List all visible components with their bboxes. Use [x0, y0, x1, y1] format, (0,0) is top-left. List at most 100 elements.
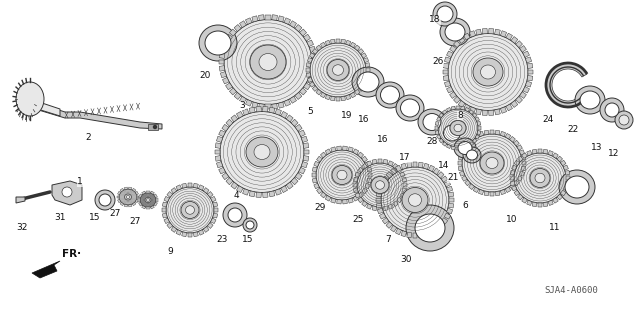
Polygon shape	[300, 29, 307, 36]
Polygon shape	[436, 135, 441, 139]
Polygon shape	[465, 144, 470, 149]
Polygon shape	[436, 117, 441, 121]
Polygon shape	[259, 15, 264, 20]
Polygon shape	[361, 82, 367, 87]
Polygon shape	[193, 232, 198, 237]
Polygon shape	[231, 115, 238, 122]
Circle shape	[99, 194, 111, 206]
Polygon shape	[543, 202, 548, 207]
Polygon shape	[382, 176, 389, 182]
Polygon shape	[510, 176, 514, 180]
Ellipse shape	[480, 152, 504, 174]
Ellipse shape	[332, 166, 352, 184]
Polygon shape	[367, 204, 372, 209]
Polygon shape	[523, 86, 529, 93]
Ellipse shape	[199, 25, 237, 61]
Polygon shape	[312, 167, 317, 172]
Polygon shape	[511, 100, 518, 108]
Polygon shape	[141, 205, 145, 209]
Polygon shape	[278, 102, 284, 108]
Polygon shape	[438, 222, 444, 228]
Polygon shape	[249, 191, 255, 197]
Polygon shape	[510, 170, 515, 175]
Text: 15: 15	[89, 213, 100, 222]
Polygon shape	[447, 208, 452, 214]
Polygon shape	[117, 196, 119, 198]
Polygon shape	[513, 180, 519, 186]
Polygon shape	[376, 198, 381, 202]
Polygon shape	[518, 194, 523, 200]
Polygon shape	[132, 188, 136, 192]
Polygon shape	[469, 31, 476, 37]
Polygon shape	[220, 46, 227, 52]
Polygon shape	[325, 149, 331, 154]
Polygon shape	[307, 78, 314, 84]
Ellipse shape	[423, 114, 441, 130]
Polygon shape	[211, 218, 216, 224]
Polygon shape	[147, 191, 150, 193]
Polygon shape	[284, 100, 291, 106]
Ellipse shape	[458, 142, 472, 154]
Polygon shape	[330, 39, 335, 44]
Text: 21: 21	[447, 174, 459, 182]
Polygon shape	[364, 58, 369, 63]
Polygon shape	[317, 188, 323, 194]
Polygon shape	[311, 53, 317, 58]
Polygon shape	[380, 213, 386, 219]
Polygon shape	[272, 104, 277, 109]
Polygon shape	[447, 51, 453, 57]
Polygon shape	[226, 119, 233, 126]
Text: 23: 23	[216, 235, 228, 244]
Polygon shape	[223, 78, 229, 84]
Polygon shape	[461, 145, 467, 150]
Polygon shape	[413, 233, 417, 238]
Polygon shape	[213, 213, 218, 218]
Polygon shape	[386, 222, 392, 228]
Polygon shape	[400, 193, 405, 198]
Text: 27: 27	[109, 209, 121, 218]
Polygon shape	[295, 173, 302, 180]
Polygon shape	[518, 156, 523, 162]
Polygon shape	[236, 186, 243, 193]
Polygon shape	[488, 110, 493, 115]
Polygon shape	[458, 100, 465, 108]
Polygon shape	[441, 176, 448, 182]
Polygon shape	[483, 110, 488, 115]
Polygon shape	[216, 136, 223, 142]
Polygon shape	[475, 135, 479, 139]
Polygon shape	[262, 107, 268, 112]
Ellipse shape	[205, 31, 231, 55]
Polygon shape	[439, 113, 444, 117]
Polygon shape	[239, 96, 246, 103]
Polygon shape	[171, 226, 177, 232]
Polygon shape	[563, 165, 568, 170]
Circle shape	[243, 218, 257, 232]
Polygon shape	[337, 146, 342, 151]
Polygon shape	[164, 197, 170, 202]
Polygon shape	[215, 156, 221, 161]
Polygon shape	[162, 208, 166, 212]
Polygon shape	[522, 153, 527, 158]
Polygon shape	[129, 187, 132, 189]
Polygon shape	[353, 149, 359, 154]
Ellipse shape	[406, 205, 454, 251]
Polygon shape	[448, 203, 454, 208]
Polygon shape	[468, 184, 474, 189]
Polygon shape	[553, 153, 558, 158]
Ellipse shape	[473, 58, 503, 86]
Polygon shape	[154, 202, 157, 206]
Polygon shape	[538, 203, 542, 207]
Polygon shape	[516, 41, 522, 48]
Ellipse shape	[186, 206, 195, 214]
Ellipse shape	[371, 176, 389, 194]
Polygon shape	[303, 156, 308, 161]
Polygon shape	[167, 191, 173, 197]
Polygon shape	[321, 42, 326, 48]
Polygon shape	[182, 232, 187, 237]
Polygon shape	[401, 231, 406, 237]
Polygon shape	[362, 156, 367, 162]
Polygon shape	[336, 97, 340, 101]
Polygon shape	[137, 196, 139, 198]
Text: 8: 8	[457, 110, 463, 120]
Ellipse shape	[438, 109, 478, 147]
